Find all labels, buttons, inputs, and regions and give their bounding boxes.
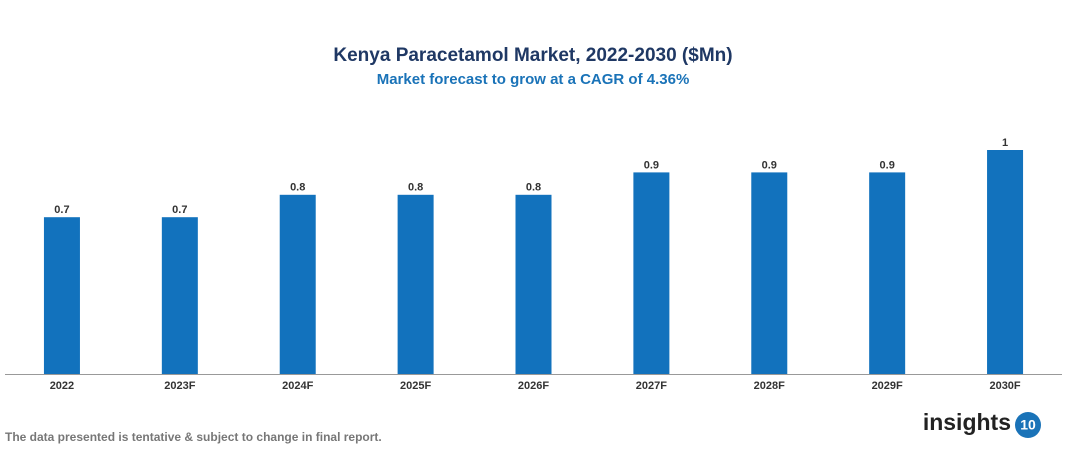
value-label: 0.8 [526, 182, 541, 194]
bar [43, 217, 80, 374]
x-tick-label: 2025F [400, 380, 431, 392]
value-label: 0.8 [290, 182, 305, 194]
bar [987, 150, 1024, 374]
x-tick-label: 2024F [282, 380, 313, 392]
x-tick-label: 2023F [164, 380, 195, 392]
value-label: 0.9 [880, 159, 895, 171]
bar [279, 194, 316, 374]
bar [751, 172, 788, 374]
value-label: 0.8 [408, 182, 423, 194]
x-tick-label: 2028F [754, 380, 785, 392]
x-tick-label: 2029F [872, 380, 903, 392]
value-label: 0.9 [644, 159, 659, 171]
bar [397, 194, 434, 374]
chart-subtitle: Market forecast to grow at a CAGR of 4.3… [377, 71, 690, 88]
x-tick-label: 2030F [989, 380, 1020, 392]
x-tick-label: 2027F [636, 380, 667, 392]
bar [633, 172, 670, 374]
footnote: The data presented is tentative & subjec… [5, 430, 382, 444]
chart-title: Kenya Paracetamol Market, 2022-2030 ($Mn… [333, 45, 732, 66]
bar [515, 194, 552, 374]
value-label: 0.9 [762, 159, 777, 171]
x-tick-label: 2026F [518, 380, 549, 392]
value-label: 0.7 [54, 204, 69, 216]
brand-badge [1015, 412, 1041, 438]
brand-number: 10 [1020, 417, 1036, 433]
brand-name: insights [923, 409, 1011, 435]
bar [869, 172, 906, 374]
x-tick-label: 2022 [50, 380, 74, 392]
bar [161, 217, 198, 374]
value-label: 1 [1002, 137, 1008, 149]
value-label: 0.7 [172, 204, 187, 216]
